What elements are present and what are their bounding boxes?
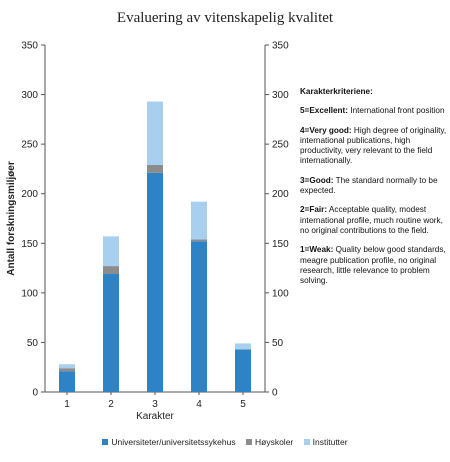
y-tick-label-left: 250 <box>21 140 38 151</box>
bar-segment <box>103 274 119 392</box>
bar-segment <box>235 343 251 350</box>
bar-segment <box>59 368 75 372</box>
y-tick-label-left: 0 <box>32 388 38 399</box>
criteria-text: High degree of originality, internationa… <box>300 125 447 166</box>
criteria-label: 3=Good: <box>300 175 334 185</box>
x-tick-label: 5 <box>240 399 246 410</box>
criteria-label: 1=Weak: <box>300 245 334 255</box>
legend-entry-universiteter: Universiteter/universitetssykehus <box>102 437 236 447</box>
criteria-item-2: 2=Fair: Acceptable quality, modest inter… <box>300 205 448 236</box>
criteria-text: Quality below good standards, meagre pub… <box>300 245 446 286</box>
bar-segment <box>147 101 163 165</box>
y-tick-label-right: 200 <box>272 189 289 200</box>
legend: Universiteter/universitetssykehus Høysko… <box>0 437 450 447</box>
criteria-text: The standard normally to be expected. <box>300 175 438 196</box>
criteria-item-5: 5=Excellent: International front positio… <box>300 106 448 116</box>
y-tick-label-left: 150 <box>21 239 38 250</box>
axis-labels: 0 0 50 50 100 100 150 150 200 200 250 250 300 300 350 3… <box>6 41 289 423</box>
bar-segment <box>59 371 75 392</box>
y-tick-label-right: 100 <box>272 288 289 299</box>
bar-segment <box>147 172 163 392</box>
bar-segment <box>191 241 207 392</box>
chart-title: Evaluering av vitenskapelig kvalitet <box>116 10 334 26</box>
y-tick-label-left: 350 <box>21 41 38 52</box>
legend-label: Institutter <box>312 437 348 447</box>
bar-segment <box>191 239 207 242</box>
criteria-item-1: 1=Weak: Quality below good standards, me… <box>300 245 448 286</box>
bar-segment <box>235 349 251 392</box>
legend-label: Universiteter/universitetssykehus <box>111 437 236 447</box>
y-tick-label-right: 150 <box>272 239 289 250</box>
bar-segment <box>103 266 119 275</box>
bar-segment <box>147 164 163 173</box>
y-tick-label-right: 350 <box>272 41 289 52</box>
criteria-text: International front position <box>348 106 445 116</box>
criteria-item-4: 4=Very good: High degree of originality,… <box>300 126 448 167</box>
y-axis-title: Antall forskningsmiljøer <box>6 161 17 276</box>
y-tick-label-right: 50 <box>272 338 284 349</box>
y-tick-label-right: 0 <box>272 388 278 399</box>
bar-segment <box>191 201 207 240</box>
x-tick-label: 1 <box>64 399 70 410</box>
y-tick-label-left: 100 <box>21 288 38 299</box>
criteria-label: 5=Excellent: <box>300 106 349 116</box>
criteria-item-3: 3=Good: The standard normally to be expe… <box>300 176 448 197</box>
y-tick-label-left: 300 <box>21 90 38 101</box>
x-axis-title: Karakter <box>136 411 174 422</box>
bars <box>59 101 251 392</box>
criteria-panel: Karakterkriteriene: 5=Excellent: Interna… <box>300 87 448 286</box>
y-tick-label-right: 300 <box>272 90 289 101</box>
y-tick-label-left: 200 <box>21 189 38 200</box>
criteria-text: Acceptable quality, modest international… <box>300 205 443 235</box>
legend-label: Høyskoler <box>255 437 294 447</box>
legend-entry-hoyskoler: Høyskoler <box>246 437 293 447</box>
legend-swatch <box>246 439 252 445</box>
criteria-label: 2=Fair: <box>300 205 328 215</box>
legend-entry-institutter: Institutter <box>303 437 348 447</box>
y-tick-label-left: 50 <box>27 338 39 349</box>
x-tick-label: 4 <box>196 399 202 410</box>
bar-segment <box>59 364 75 369</box>
criteria-label: 4=Very good: <box>300 125 352 135</box>
x-tick-label: 3 <box>152 399 158 410</box>
legend-swatch <box>303 439 310 445</box>
legend-swatch <box>102 439 109 445</box>
x-tick-label: 2 <box>108 399 114 410</box>
bar-segment <box>103 236 119 267</box>
y-tick-label-right: 250 <box>272 140 289 151</box>
criteria-heading: Karakterkriteriene: <box>300 87 373 96</box>
